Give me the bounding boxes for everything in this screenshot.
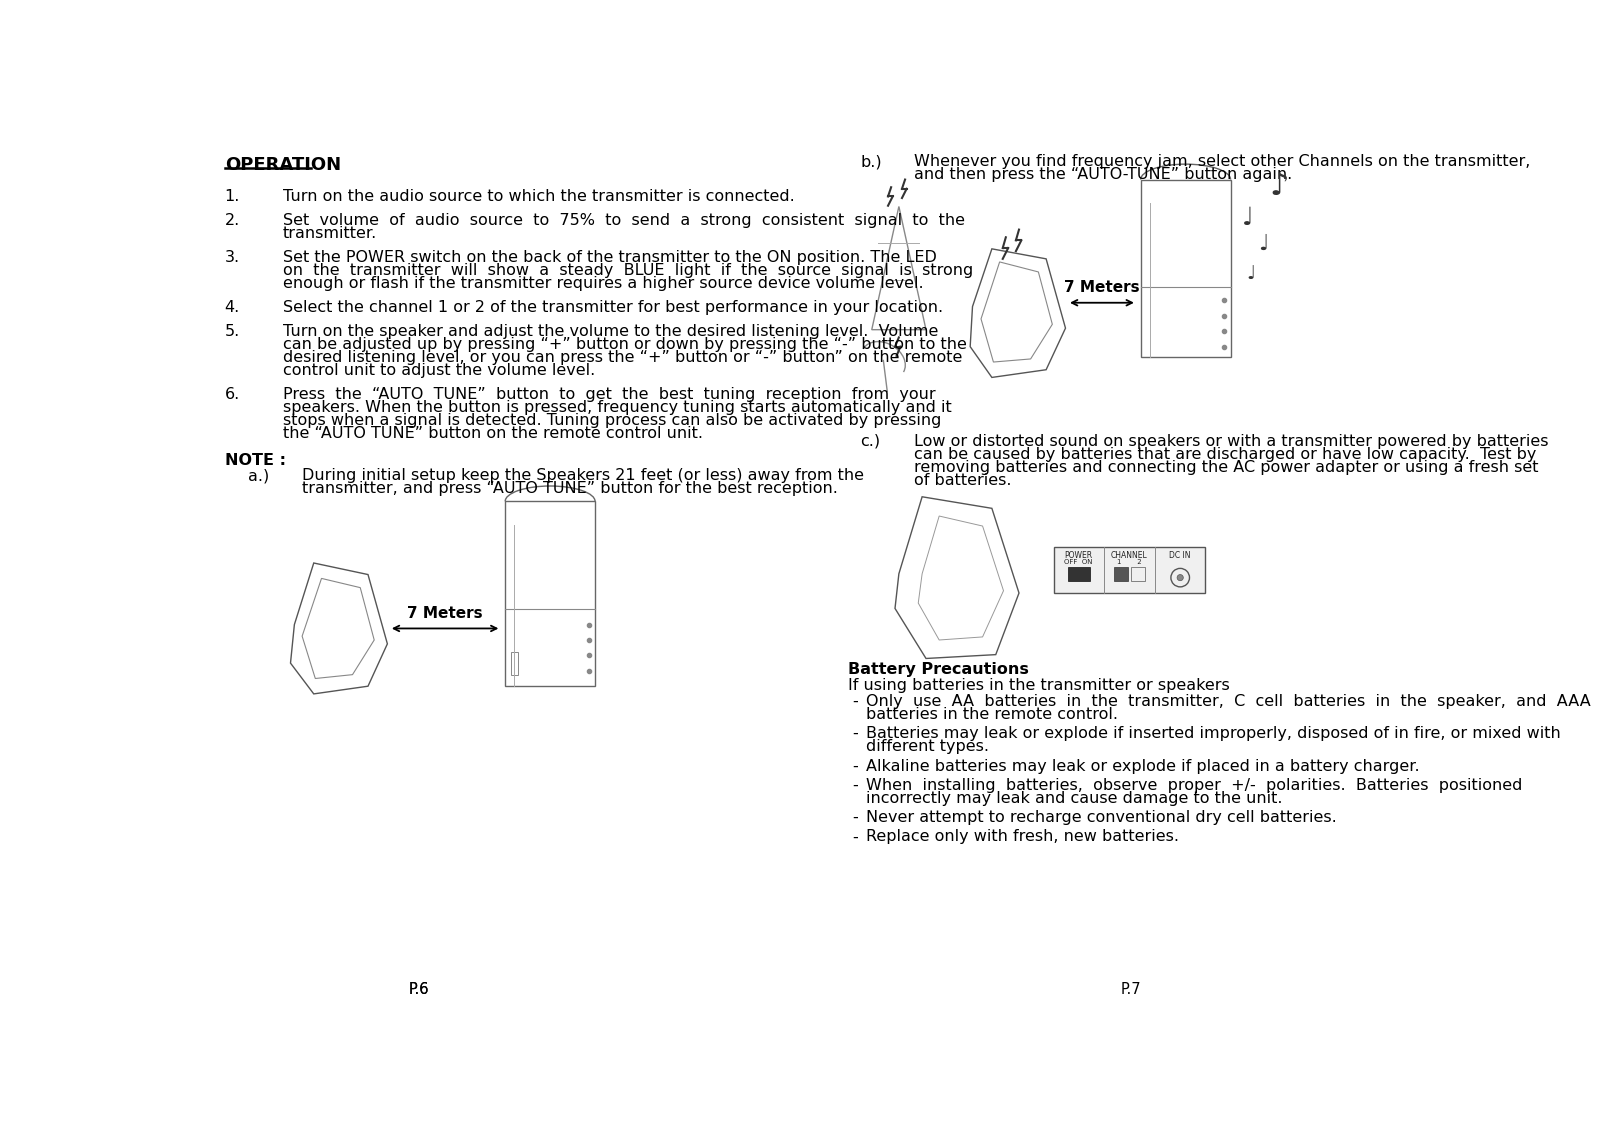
Text: on  the  transmitter  will  show  a  steady  BLUE  light  if  the  source  signa: on the transmitter will show a steady BL… bbox=[284, 263, 973, 278]
Text: 3.: 3. bbox=[224, 250, 240, 264]
Text: -: - bbox=[852, 778, 859, 792]
Text: When  installing  batteries,  observe  proper  +/-  polarities.  Batteries  posi: When installing batteries, observe prope… bbox=[865, 778, 1522, 792]
Circle shape bbox=[1178, 574, 1184, 581]
Text: OPERATION: OPERATION bbox=[224, 156, 342, 174]
Text: Select the channel 1 or 2 of the transmitter for best performance in your locati: Select the channel 1 or 2 of the transmi… bbox=[284, 300, 942, 315]
Text: b.): b.) bbox=[860, 154, 881, 169]
Text: CHANNEL: CHANNEL bbox=[1110, 551, 1147, 560]
Text: -: - bbox=[852, 830, 859, 844]
Text: Never attempt to recharge conventional dry cell batteries.: Never attempt to recharge conventional d… bbox=[865, 810, 1336, 825]
Text: Turn on the speaker and adjust the volume to the desired listening level.  Volum: Turn on the speaker and adjust the volum… bbox=[284, 324, 938, 338]
Text: If using batteries in the transmitter or speakers: If using batteries in the transmitter or… bbox=[849, 678, 1231, 692]
Text: a.): a.) bbox=[248, 469, 269, 483]
Text: P.6: P.6 bbox=[408, 982, 429, 997]
Bar bbox=[1115, 566, 1128, 581]
Text: 6.: 6. bbox=[224, 387, 240, 401]
Text: control unit to adjust the volume level.: control unit to adjust the volume level. bbox=[284, 363, 594, 378]
Text: P.6: P.6 bbox=[408, 982, 429, 997]
Text: Low or distorted sound on speakers or with a transmitter powered by batteries: Low or distorted sound on speakers or wi… bbox=[915, 434, 1548, 448]
Text: Set  volume  of  audio  source  to  75%  to  send  a  strong  consistent  signal: Set volume of audio source to 75% to sen… bbox=[284, 212, 965, 228]
Text: Replace only with fresh, new batteries.: Replace only with fresh, new batteries. bbox=[865, 830, 1179, 844]
Text: -: - bbox=[852, 810, 859, 825]
Text: 5.: 5. bbox=[224, 324, 240, 338]
Text: Alkaline batteries may leak or explode if placed in a battery charger.: Alkaline batteries may leak or explode i… bbox=[865, 759, 1419, 773]
Text: of batteries.: of batteries. bbox=[915, 473, 1012, 488]
Text: can be adjusted up by pressing “+” button or down by pressing the “-” button to : can be adjusted up by pressing “+” butto… bbox=[284, 336, 967, 352]
Text: incorrectly may leak and cause damage to the unit.: incorrectly may leak and cause damage to… bbox=[865, 791, 1282, 806]
Bar bbox=[511, 652, 517, 674]
Text: desired listening level, or you can press the “+” button or “-” button” on the r: desired listening level, or you can pres… bbox=[284, 350, 962, 364]
Text: Turn on the audio source to which the transmitter is connected.: Turn on the audio source to which the tr… bbox=[284, 189, 794, 203]
Text: During initial setup keep the Speakers 21 feet (or less) away from the: During initial setup keep the Speakers 2… bbox=[303, 469, 863, 483]
Text: 7 Meters: 7 Meters bbox=[1065, 280, 1139, 294]
Text: Batteries may leak or explode if inserted improperly, disposed of in fire, or mi: Batteries may leak or explode if inserte… bbox=[865, 726, 1561, 741]
Text: the “AUTO TUNE” button on the remote control unit.: the “AUTO TUNE” button on the remote con… bbox=[284, 426, 702, 441]
Bar bbox=[1141, 180, 1231, 356]
Bar bbox=[1068, 566, 1089, 581]
Text: speakers. When the button is pressed, frequency tuning starts automatically and : speakers. When the button is pressed, fr… bbox=[284, 400, 952, 415]
Text: and then press the “AUTO-TUNE” button again.: and then press the “AUTO-TUNE” button ag… bbox=[915, 167, 1292, 182]
Text: Set the POWER switch on the back of the transmitter to the ON position. The LED: Set the POWER switch on the back of the … bbox=[284, 250, 936, 264]
Text: ♩: ♩ bbox=[1245, 264, 1255, 283]
Bar bbox=[1054, 547, 1205, 593]
Text: OFF  ON: OFF ON bbox=[1065, 559, 1092, 565]
Text: POWER: POWER bbox=[1065, 551, 1092, 560]
Bar bbox=[506, 501, 594, 686]
Text: removing batteries and connecting the AC power adapter or using a fresh set: removing batteries and connecting the AC… bbox=[915, 460, 1539, 474]
Text: stops when a signal is detected. Tuning process can also be activated by pressin: stops when a signal is detected. Tuning … bbox=[284, 413, 941, 428]
Text: DC IN: DC IN bbox=[1170, 551, 1191, 560]
Text: NOTE :: NOTE : bbox=[224, 453, 285, 468]
Text: different types.: different types. bbox=[865, 740, 989, 754]
Text: P.7: P.7 bbox=[1121, 982, 1142, 997]
Text: transmitter, and press “AUTO TUNE” button for the best reception.: transmitter, and press “AUTO TUNE” butto… bbox=[303, 481, 838, 497]
Text: 1       2: 1 2 bbox=[1116, 559, 1141, 565]
Text: ♩: ♩ bbox=[1258, 234, 1268, 253]
Text: can be caused by batteries that are discharged or have low capacity.  Test by: can be caused by batteries that are disc… bbox=[915, 446, 1537, 462]
Text: Battery Precautions: Battery Precautions bbox=[849, 662, 1029, 678]
Text: ♪: ♪ bbox=[1269, 172, 1289, 201]
Text: 1.: 1. bbox=[224, 189, 240, 203]
Text: transmitter.: transmitter. bbox=[284, 226, 377, 241]
Text: ♩: ♩ bbox=[1242, 207, 1253, 230]
Text: c.): c.) bbox=[860, 434, 880, 448]
Text: Whenever you find frequency jam, select other Channels on the transmitter,: Whenever you find frequency jam, select … bbox=[915, 154, 1530, 169]
Text: -: - bbox=[852, 694, 859, 709]
Bar bbox=[1131, 566, 1145, 581]
Text: enough or flash if the transmitter requires a higher source device volume level.: enough or flash if the transmitter requi… bbox=[284, 275, 923, 291]
Text: 4.: 4. bbox=[224, 300, 240, 315]
Text: -: - bbox=[852, 726, 859, 741]
Text: 7 Meters: 7 Meters bbox=[408, 606, 483, 620]
Text: batteries in the remote control.: batteries in the remote control. bbox=[865, 707, 1118, 722]
Text: -: - bbox=[852, 759, 859, 773]
Text: Press  the  “AUTO  TUNE”  button  to  get  the  best  tuning  reception  from  y: Press the “AUTO TUNE” button to get the … bbox=[284, 387, 936, 401]
Text: Only  use  AA  batteries  in  the  transmitter,  C  cell  batteries  in  the  sp: Only use AA batteries in the transmitter… bbox=[865, 694, 1590, 709]
Text: 2.: 2. bbox=[224, 212, 240, 228]
